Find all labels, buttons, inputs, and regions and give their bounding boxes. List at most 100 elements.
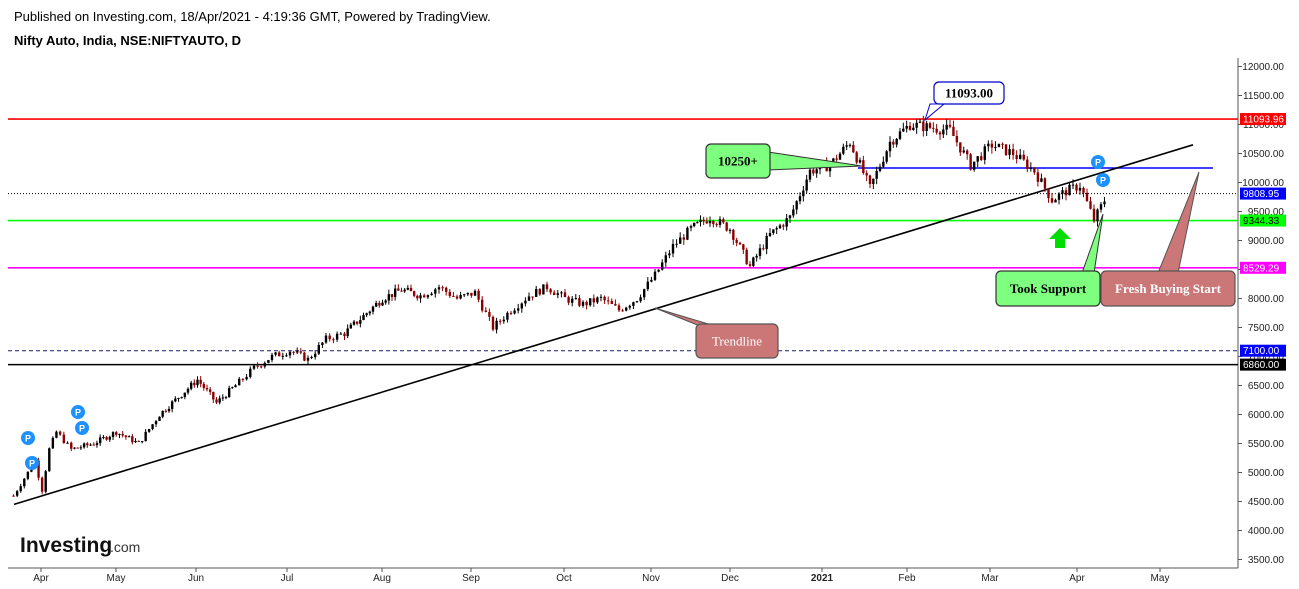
- candle-body: [70, 442, 73, 449]
- candle-body: [925, 123, 928, 131]
- candle-body: [682, 237, 685, 240]
- candle-body: [202, 383, 206, 389]
- pivot-marker-icon[interactable]: P: [21, 431, 35, 445]
- candle-body: [621, 310, 624, 312]
- y-tick-label: 6000.00: [1248, 410, 1285, 421]
- candle-body: [397, 288, 400, 291]
- price-label: 11093.96: [1243, 115, 1284, 126]
- candle-body: [752, 257, 755, 266]
- candle-body: [643, 289, 646, 298]
- x-tick-label: Aug: [373, 573, 391, 584]
- callout-10250[interactable]: 10250+: [705, 143, 863, 179]
- candle-body: [412, 291, 416, 296]
- x-tick-label: Jun: [188, 573, 204, 584]
- callout-10250-text: 10250+: [718, 154, 758, 169]
- candle-body: [932, 127, 935, 129]
- candle-body: [371, 306, 375, 312]
- pivot-marker-icon[interactable]: P: [1096, 173, 1110, 187]
- candle-body: [912, 127, 915, 130]
- candle-body: [722, 219, 725, 223]
- callout-trendline[interactable]: Trendline: [654, 307, 779, 359]
- x-tick-label: Mar: [981, 573, 999, 584]
- callout-fresh-buying[interactable]: Fresh Buying Start: [1100, 171, 1236, 307]
- pivot-marker-icon[interactable]: P: [1091, 155, 1105, 169]
- candle-body: [938, 132, 942, 135]
- candle-body: [509, 312, 513, 314]
- candle-body: [908, 125, 912, 130]
- candle-body: [948, 124, 952, 127]
- trendline[interactable]: [13, 144, 1194, 506]
- candle-body: [758, 248, 762, 256]
- candle-body: [499, 320, 502, 322]
- candle-body: [95, 443, 99, 446]
- candle-body: [170, 401, 174, 409]
- callout-11093[interactable]: 11093.00: [924, 81, 1005, 122]
- candle-body: [1029, 167, 1033, 169]
- candle-body: [161, 410, 164, 417]
- candle-body: [459, 294, 462, 299]
- candle-body: [238, 378, 241, 386]
- candle-body: [805, 179, 808, 191]
- candle-body: [650, 279, 653, 282]
- candle-body: [845, 145, 848, 147]
- candle-body: [962, 150, 965, 153]
- x-tick-label: Apr: [1069, 573, 1085, 584]
- watermark-brand: Investing: [20, 534, 112, 557]
- candle-body: [882, 161, 885, 167]
- candle-body: [531, 296, 534, 298]
- candle-body: [466, 292, 469, 295]
- candle-body: [445, 287, 448, 292]
- candle-body: [888, 141, 892, 152]
- candle-body: [144, 431, 147, 442]
- candle-body: [299, 351, 302, 353]
- callout-trendline-pointer: [654, 307, 716, 327]
- price-label-bg: [1240, 214, 1286, 227]
- price-label-bg: [1240, 358, 1286, 371]
- candle-body: [355, 321, 359, 324]
- y-tick-label: 4500.00: [1248, 497, 1285, 508]
- candle-body: [725, 222, 728, 231]
- candle-body: [89, 444, 92, 446]
- pivot-marker-icon[interactable]: P: [71, 405, 85, 419]
- x-tick-label: May: [107, 573, 126, 584]
- y-tick-label: 10500.00: [1242, 149, 1284, 160]
- candle-body: [795, 201, 798, 210]
- candle-body: [463, 294, 466, 296]
- candle-body: [419, 295, 422, 299]
- pivot-marker-icon[interactable]: P: [25, 456, 39, 470]
- candle-body: [945, 124, 948, 130]
- y-tick-label: 8000.00: [1248, 294, 1285, 305]
- candle-body: [918, 121, 922, 123]
- candle-body: [915, 122, 918, 128]
- candle-body: [263, 362, 266, 367]
- candle-body: [1026, 159, 1029, 169]
- candle-body: [167, 408, 171, 412]
- candle-body: [858, 160, 862, 163]
- pivot-marker-icon[interactable]: P: [75, 421, 89, 435]
- candle-body: [296, 351, 299, 353]
- candle-body: [842, 146, 845, 154]
- candle-body: [990, 143, 994, 148]
- candle-body: [245, 376, 248, 380]
- price-label-bg: [1240, 261, 1286, 274]
- candle-body: [578, 298, 581, 306]
- candle-body: [455, 296, 459, 299]
- y-tick-label: 9000.00: [1248, 236, 1285, 247]
- candle-body: [339, 333, 342, 335]
- callout-took-support[interactable]: Took Support: [995, 213, 1104, 307]
- candle-body: [477, 290, 480, 300]
- candle-body: [686, 227, 689, 240]
- svg-text:P: P: [75, 408, 81, 418]
- candle-body: [193, 382, 196, 386]
- candle-body: [1078, 187, 1082, 191]
- candle-body: [362, 314, 365, 321]
- candle-body: [671, 243, 675, 254]
- svg-text:P: P: [29, 459, 35, 469]
- candle-body: [1092, 208, 1096, 222]
- candle-body: [115, 432, 118, 435]
- candle-body: [848, 144, 852, 146]
- candle-body: [434, 289, 437, 294]
- candle-body: [527, 296, 531, 301]
- y-tick-label: 12000.00: [1242, 62, 1284, 73]
